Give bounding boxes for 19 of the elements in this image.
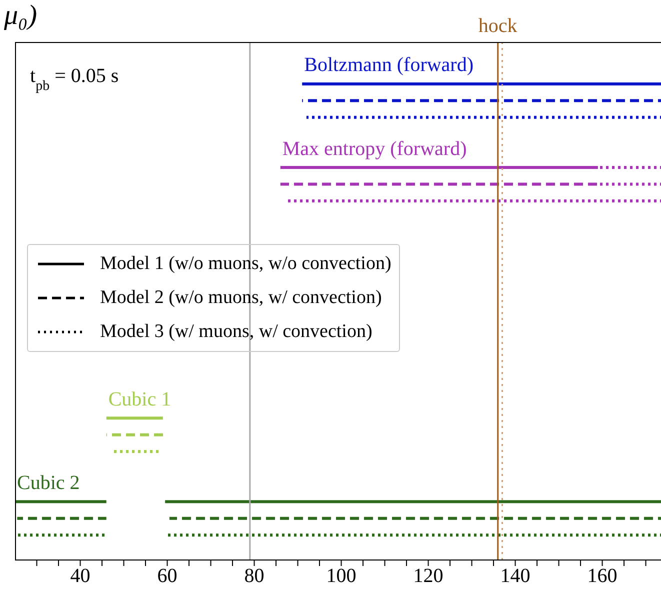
text: Model 3 (w/ muons, w/ convection) [100,321,372,343]
x-tick-label: 120 [413,565,444,588]
bar [169,516,661,520]
text: Model 2 (w/o muons, w/ convection) [100,287,382,309]
annotation: Cubic 2 [17,472,80,494]
annotation: Cubic 1 [108,388,172,410]
ref-line-label: hock [478,15,518,37]
annotation: Max entropy (forward) [282,138,467,160]
annotation: t$_{pb}$ = 0.05 s [30,65,119,94]
bar [165,500,661,504]
x-tick-label: 100 [326,565,356,588]
annotation: Boltzmann (forward) [304,54,474,76]
x-tick-label: 80 [244,565,264,588]
x-tick-label: 140 [500,565,530,588]
x-tick-label: 160 [587,565,618,588]
x-tick-label: 60 [157,565,178,588]
x-tick-label: 40 [70,565,90,588]
text: Model 1 (w/o muons, w/o convection) [100,253,392,275]
chart-title: μ₀) [4,0,38,32]
